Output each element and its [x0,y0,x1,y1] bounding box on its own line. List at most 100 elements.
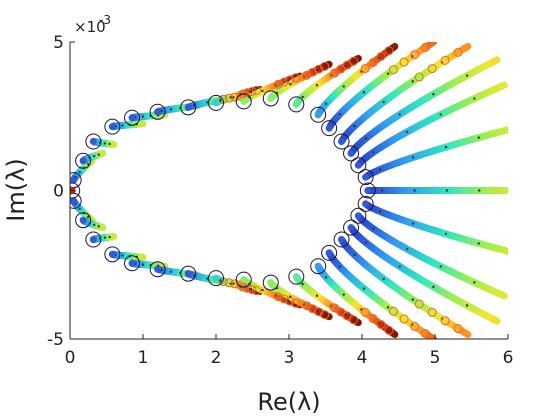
star-marker [372,151,375,154]
trajectory-open-marker [349,315,359,325]
trajectory-open-marker [320,310,330,320]
initial-eigenvalue-dot [185,270,192,277]
star-marker [377,321,381,325]
trajectory-segment [427,42,438,48]
initial-eigenvalue-circle [180,265,197,282]
initial-eigenvalue-circle [104,118,121,135]
star-marker [377,56,381,60]
initial-eigenvalue-circle [288,268,305,285]
axes [69,41,509,340]
star-marker [344,313,347,317]
star-marker [108,235,111,239]
initial-eigenvalue-dot [325,249,333,257]
initial-eigenvalue-circle [310,106,327,123]
star-marker [315,68,319,72]
trajectory-segment [489,315,501,325]
initial-eigenvalue-circle [357,169,374,186]
initial-eigenvalue-dot [315,263,322,270]
trajectory-open-marker [273,292,283,302]
x-tick-label: 0 [65,348,76,368]
trajectory-open-marker [308,304,318,314]
initial-eigenvalue-dot [355,162,362,169]
star-marker [386,72,390,75]
trajectory-open-marker [336,307,346,317]
trajectory-open-marker [308,67,318,77]
star-marker [342,85,345,88]
star-marker [160,268,163,272]
initial-eigenvalue-circle [350,157,367,174]
star-marker [411,222,415,225]
star-marker [465,74,469,77]
star-marker [108,142,111,146]
initial-eigenvalue-dot [267,279,274,286]
initial-eigenvalue-dot [325,124,333,132]
trajectory-open-marker [427,64,437,74]
initial-eigenvalue-dot [267,95,274,102]
initial-eigenvalue-circle [75,152,92,169]
star-marker [192,274,196,277]
initial-eigenvalue-circle [104,246,121,263]
initial-eigenvalue-circle [124,255,141,272]
star-marker [465,304,469,307]
initial-eigenvalue-circle [333,133,350,150]
star-marker [169,108,173,111]
star-marker [97,153,101,156]
star-marker [219,99,222,102]
trajectory-open-marker [238,89,248,99]
x-tick-label: 6 [503,348,514,368]
star-marker [445,189,449,192]
initial-eigenvalue-dot [355,212,362,219]
initial-eigenvalue-circle [321,120,338,137]
star-marker [382,100,385,104]
star-marker [364,137,368,140]
star-marker [169,270,173,273]
trajectory-open-marker [273,79,283,89]
star-marker [432,92,435,96]
initial-eigenvalue-circle [180,99,197,116]
initial-eigenvalue-circle [310,258,327,275]
star-marker [289,83,292,86]
initial-eigenvalue-dot [364,187,372,194]
initial-eigenvalue-circle [208,94,224,111]
star-marker [78,207,81,211]
star-marker [386,306,390,309]
star-marker [477,242,480,245]
star-marker [229,96,232,99]
trajectory-open-marker [279,294,289,304]
star-marker [315,294,319,297]
trajectory-open-marker [336,64,346,74]
trajectory-open-marker [384,46,394,56]
initial-eigenvalue-circle [235,93,252,110]
y-axis-label: Im(λ) [2,158,30,221]
initial-eigenvalue-dot [79,157,87,164]
trajectory-open-marker [368,314,378,324]
initial-eigenvalue-dot [347,224,355,231]
trajectory-open-marker [349,56,359,66]
trajectory-open-marker [410,50,420,60]
trajectory-open-marker [329,303,339,313]
star-marker [353,253,356,257]
initial-eigenvalue-dot [240,98,247,105]
initial-eigenvalue-circle [321,244,338,261]
initial-eigenvalue-dot [90,138,97,145]
trajectory-segment [497,290,508,300]
star-marker [372,227,375,230]
star-marker [364,241,368,244]
trajectory-open-marker [440,316,450,326]
trajectory-open-marker [342,311,352,321]
initial-eigenvalue-dot [154,266,161,273]
star-marker [379,210,382,213]
trajectory-open-marker [388,306,398,316]
star-marker [93,154,96,158]
star-marker [398,113,401,116]
initial-eigenvalue-circle [343,145,360,162]
star-marker [324,276,328,279]
initial-eigenvalue-circle [343,219,360,236]
star-marker [86,215,90,219]
star-marker [141,263,145,266]
trajectory-open-marker [414,299,424,309]
trajectory-open-marker [421,42,431,52]
trajectory-open-marker [414,72,424,82]
initial-eigenvalue-circle [235,271,252,288]
star-marker [249,90,253,93]
